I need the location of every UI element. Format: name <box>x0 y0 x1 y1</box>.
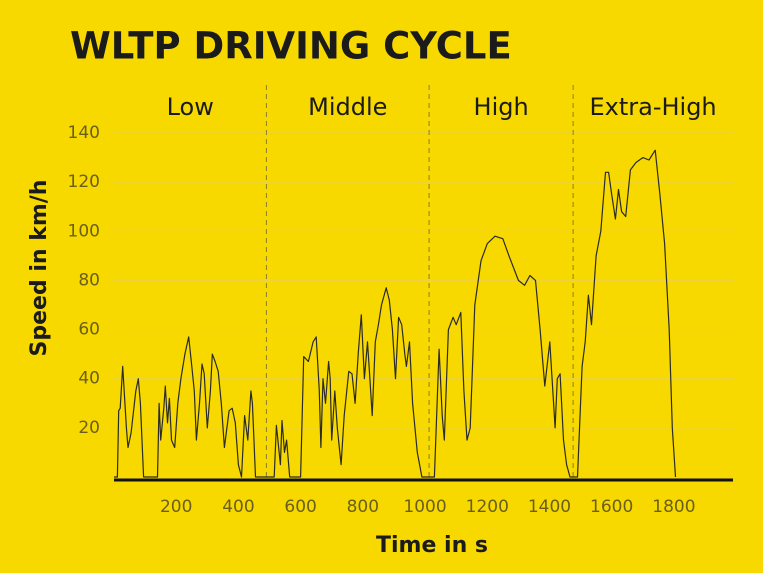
y-tick-label: 120 <box>68 172 100 192</box>
x-axis-title: Time in s <box>376 533 488 558</box>
x-tick-label: 1200 <box>466 497 509 517</box>
x-tick-label: 400 <box>222 497 254 517</box>
phase-label: Middle <box>308 93 387 121</box>
x-tick-label: 200 <box>160 497 192 517</box>
x-tick-label: 1800 <box>652 497 695 517</box>
y-tick-label: 60 <box>78 320 100 340</box>
phase-label: Extra-High <box>589 93 716 121</box>
y-tick-label: 80 <box>78 270 100 290</box>
x-tick-label: 1600 <box>590 497 633 517</box>
y-tick-label: 20 <box>78 418 100 438</box>
y-tick-label: 100 <box>68 221 100 241</box>
phase-label: High <box>474 93 529 121</box>
chart-title: WLTP DRIVING CYCLE <box>70 25 512 68</box>
x-tick-label: 800 <box>347 497 379 517</box>
x-tick-label: 1000 <box>403 497 446 517</box>
speed-line <box>114 149 677 478</box>
y-tick-label: 40 <box>78 369 100 389</box>
phase-label: Low <box>167 93 214 121</box>
y-axis-title: Speed in km/h <box>27 180 52 357</box>
x-tick-label: 1400 <box>528 497 571 517</box>
x-tick-label: 600 <box>284 497 316 517</box>
y-tick-label: 140 <box>68 123 100 143</box>
